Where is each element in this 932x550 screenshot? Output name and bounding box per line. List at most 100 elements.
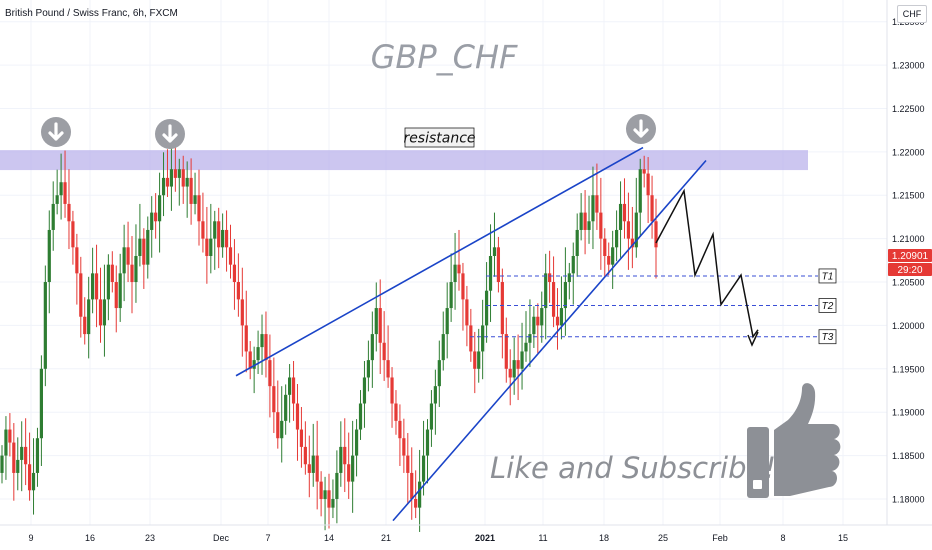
candle-body <box>513 360 516 377</box>
price-tick-label: 1.18000 <box>892 494 925 504</box>
projection-path[interactable] <box>656 191 758 337</box>
candle-body <box>323 490 326 499</box>
candle-body <box>654 221 657 247</box>
time-tick-label: 25 <box>658 533 668 543</box>
candle-body <box>264 334 267 360</box>
candle-body <box>56 195 59 204</box>
candle-body <box>615 230 618 247</box>
candle-body <box>450 282 453 308</box>
candle-body <box>146 230 149 265</box>
candle-body <box>95 273 98 299</box>
candle-body <box>548 273 551 282</box>
candle-body <box>611 247 614 264</box>
svg-text:T2: T2 <box>822 301 834 312</box>
candle-body <box>355 430 358 456</box>
current-price-badge: 1.20901 29:20 <box>888 249 932 276</box>
candle-body <box>426 430 429 456</box>
candle-body <box>213 221 216 238</box>
price-tick-label: 1.19500 <box>892 364 925 374</box>
candle-body <box>130 265 133 282</box>
candle-body <box>201 221 204 238</box>
candle-body <box>304 447 307 464</box>
candle-body <box>241 299 244 325</box>
resistance-label: resistance <box>403 128 475 147</box>
candle-body <box>524 343 527 352</box>
candle-body <box>276 412 279 438</box>
candle-body <box>438 360 441 386</box>
candle-body <box>422 456 425 482</box>
candle-body <box>509 369 512 378</box>
price-tick-label: 1.21000 <box>892 234 925 244</box>
candle-body <box>28 464 31 490</box>
candle-body <box>225 230 228 247</box>
time-tick-label: 14 <box>324 533 334 543</box>
candle-body <box>446 308 449 334</box>
candle-body <box>383 343 386 360</box>
price-tick-label: 1.20500 <box>892 278 925 288</box>
candle-body <box>418 482 421 508</box>
candle-body <box>4 430 7 456</box>
candle-body <box>568 273 571 282</box>
candle-body <box>497 247 500 282</box>
candle-body <box>186 178 189 187</box>
price-tick-label: 1.18500 <box>892 451 925 461</box>
candle-body <box>12 443 15 473</box>
candle-body <box>249 351 252 368</box>
candle-body <box>583 213 586 230</box>
candle-body <box>134 256 137 282</box>
candle-body <box>461 273 464 299</box>
candle-body <box>505 334 508 369</box>
candle-body <box>312 456 315 473</box>
candle-body <box>493 247 496 256</box>
candle-body <box>123 247 126 273</box>
candle-body <box>540 308 543 325</box>
candle-body <box>316 456 319 482</box>
time-tick-label: 23 <box>145 533 155 543</box>
candle-body <box>71 221 74 247</box>
time-tick-label: 7 <box>265 533 270 543</box>
candle-body <box>193 195 196 204</box>
candle-body <box>335 473 338 499</box>
candle-body <box>142 239 145 265</box>
time-tick-label: 21 <box>381 533 391 543</box>
candle-body <box>398 421 401 438</box>
time-axis[interactable]: 9 16 23 Dec 7 14 21 2021 11 18 25 Feb 8 15 <box>0 525 932 543</box>
candle-body <box>386 360 389 377</box>
candle-body <box>170 169 173 186</box>
time-tick-label: 11 <box>538 533 547 543</box>
time-tick-label: 9 <box>28 533 33 543</box>
currency-selector[interactable]: CHF <box>897 5 927 23</box>
candle-body <box>111 265 114 282</box>
candle-body <box>367 360 370 377</box>
candle-body <box>16 460 19 473</box>
price-tick-label: 1.19000 <box>892 408 925 418</box>
candle-body <box>363 377 366 403</box>
candle-body <box>465 299 468 325</box>
candle-body <box>643 169 646 173</box>
price-tick-label: 1.22500 <box>892 104 925 114</box>
time-tick-label: 16 <box>85 533 95 543</box>
candle-body <box>339 447 342 473</box>
candle-body <box>154 213 157 222</box>
candle-body <box>347 464 350 481</box>
candle-body <box>402 438 405 455</box>
arrow-down-circle-icon <box>41 117 71 147</box>
candle-body <box>375 308 378 334</box>
candle-body <box>40 369 43 438</box>
candle-body <box>517 360 520 369</box>
like-subscribe-text: Like and Subscribe! <box>490 451 776 485</box>
candle-body <box>528 334 531 343</box>
candle-body <box>560 308 563 325</box>
svg-text:resistance: resistance <box>403 131 475 147</box>
candle-body <box>296 404 299 430</box>
candle-body <box>166 178 169 187</box>
price-axis[interactable]: 1.235001.230001.225001.220001.215001.210… <box>887 0 925 525</box>
candle-body <box>414 499 417 508</box>
svg-text:29:20: 29:20 <box>897 265 922 276</box>
target-3-label: T3 <box>819 330 836 344</box>
candle-body <box>536 317 539 326</box>
price-tick-label: 1.20000 <box>892 321 925 331</box>
candle-body <box>489 256 492 291</box>
candle-body <box>442 334 445 360</box>
